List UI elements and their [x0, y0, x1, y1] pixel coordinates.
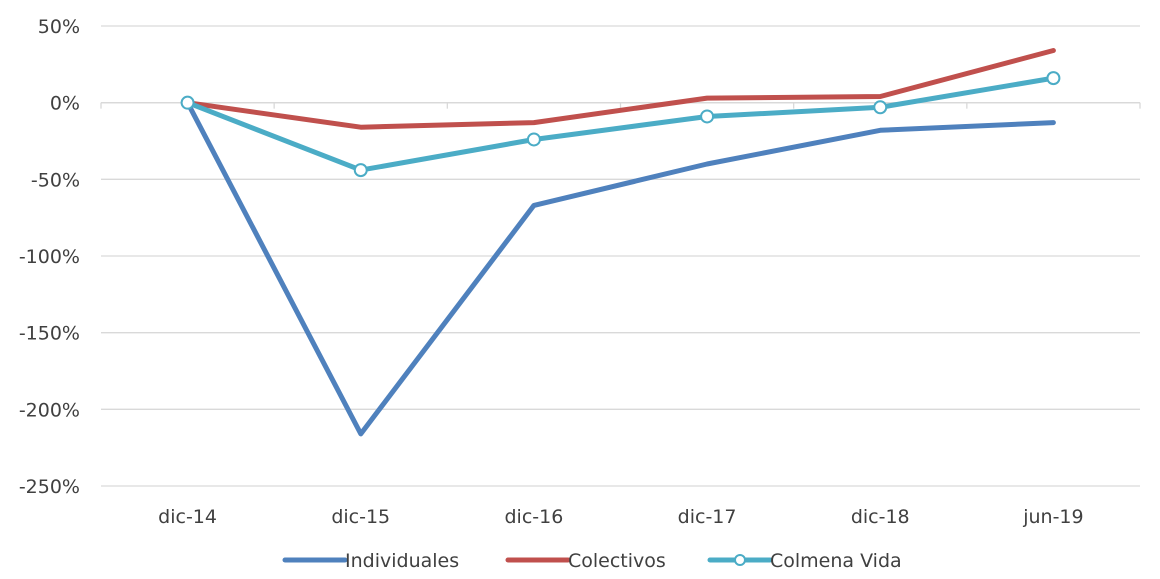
y-tick-label: -200%	[19, 399, 80, 421]
series-line-colectivos	[185, 48, 1056, 130]
data-point-colmena-vida	[353, 163, 368, 178]
y-tick-label: -100%	[19, 246, 80, 268]
series-markers	[180, 71, 1061, 178]
y-tick-label: -150%	[19, 323, 80, 345]
series-lines	[185, 48, 1056, 437]
y-tick-label: -250%	[19, 476, 80, 498]
data-point-colmena-vida	[526, 132, 541, 147]
y-tick-label: 0%	[50, 93, 80, 115]
y-tick-label: 50%	[38, 16, 80, 38]
legend: Individuales Colectivos Colmena Vida	[282, 550, 902, 572]
data-point-colmena-vida	[873, 100, 888, 115]
gridlines	[101, 25, 1140, 487]
legend-label: Individuales	[345, 550, 459, 572]
x-tick-label: jun-19	[1022, 506, 1083, 528]
x-tick-label: dic-16	[505, 506, 564, 528]
legend-label: Colectivos	[568, 550, 666, 572]
series-line-colmena-vida	[185, 75, 1056, 173]
axes: 50% 0% -50% -100% -150% -200% -250% dic-14 dic-1…	[19, 16, 1141, 528]
legend-marker	[734, 554, 746, 566]
data-point-colmena-vida	[700, 109, 715, 124]
y-tick-label: -50%	[31, 169, 80, 191]
data-point-colmena-vida	[180, 95, 195, 110]
x-tick-label: dic-17	[678, 506, 737, 528]
x-tick-label: dic-15	[331, 506, 390, 528]
x-tick-label: dic-18	[851, 506, 910, 528]
series-line-individuales	[185, 100, 1056, 437]
x-tick-label: dic-14	[158, 506, 217, 528]
legend-label: Colmena Vida	[770, 550, 902, 572]
data-point-colmena-vida	[1046, 71, 1061, 86]
